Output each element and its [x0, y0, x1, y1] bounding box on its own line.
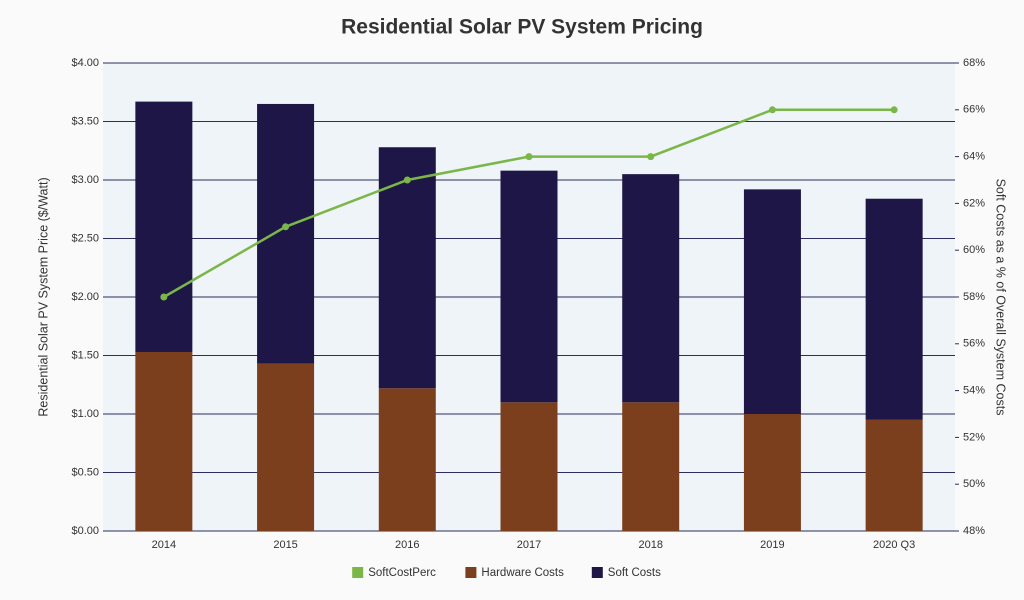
line-point: [768, 106, 776, 114]
y-axis-title: Residential Solar PV System Price ($/Wat…: [36, 177, 50, 416]
x-tick-label: 2020 Q3: [873, 539, 915, 551]
line-point: [403, 176, 411, 184]
bar: [257, 103, 315, 364]
bar: [257, 363, 315, 531]
y2-tick-label: 68%: [963, 57, 985, 69]
y-tick-label: $3.00: [71, 174, 99, 186]
y-tick-label: $2.50: [71, 232, 99, 244]
y2-tick-label: 62%: [963, 197, 985, 209]
line-point: [160, 293, 168, 301]
chart-title: Residential Solar PV System Pricing: [341, 16, 703, 39]
x-tick-label: 2016: [395, 539, 419, 551]
bar: [865, 198, 923, 420]
y-tick-label: $0.00: [71, 525, 99, 537]
line-point: [525, 153, 533, 161]
x-tick-label: 2014: [152, 539, 176, 551]
y-tick-label: $2.00: [71, 291, 99, 303]
bar: [622, 402, 680, 531]
bar: [622, 174, 680, 403]
bar: [135, 351, 193, 531]
y-tick-label: $4.00: [71, 57, 99, 69]
y2-tick-label: 64%: [963, 151, 985, 163]
legend-swatch: [591, 567, 603, 578]
bar: [135, 101, 193, 352]
y2-axis-title: Soft Costs as a % of Overall System Cost…: [994, 179, 1008, 416]
legend: SoftCostPerc Hardware Costs Soft Costs: [352, 567, 661, 579]
y2-tick-label: 66%: [963, 104, 985, 116]
y-tick-label: $1.00: [71, 408, 99, 420]
y2-tick-label: 52%: [963, 431, 985, 443]
y-tick-label: $0.50: [71, 466, 99, 478]
bar: [378, 388, 436, 531]
bar: [865, 419, 923, 531]
legend-swatch: [465, 567, 477, 578]
bar: [500, 402, 558, 531]
bar: [500, 170, 558, 403]
legend-swatch: [352, 567, 364, 578]
bar: [743, 414, 801, 531]
y2-tick-label: 48%: [963, 525, 985, 537]
legend-label: Soft Costs: [608, 567, 661, 579]
y-tick-label: $1.50: [71, 349, 99, 361]
line-point: [890, 106, 898, 114]
line-point: [647, 153, 655, 161]
legend-label: SoftCostPerc: [368, 567, 436, 579]
x-tick-label: 2017: [517, 539, 541, 551]
y-tick-label: $3.50: [71, 115, 99, 127]
y2-tick-label: 60%: [963, 244, 985, 256]
legend-label: Hardware Costs: [481, 567, 564, 579]
x-tick-label: 2019: [760, 539, 784, 551]
y2-tick-label: 56%: [963, 338, 985, 350]
y2-tick-label: 50%: [963, 478, 985, 490]
x-tick-label: 2015: [273, 539, 297, 551]
line-point: [282, 223, 290, 231]
bar: [743, 189, 801, 414]
x-tick-label: 2018: [638, 539, 662, 551]
y2-tick-label: 54%: [963, 385, 985, 397]
y2-tick-label: 58%: [963, 291, 985, 303]
